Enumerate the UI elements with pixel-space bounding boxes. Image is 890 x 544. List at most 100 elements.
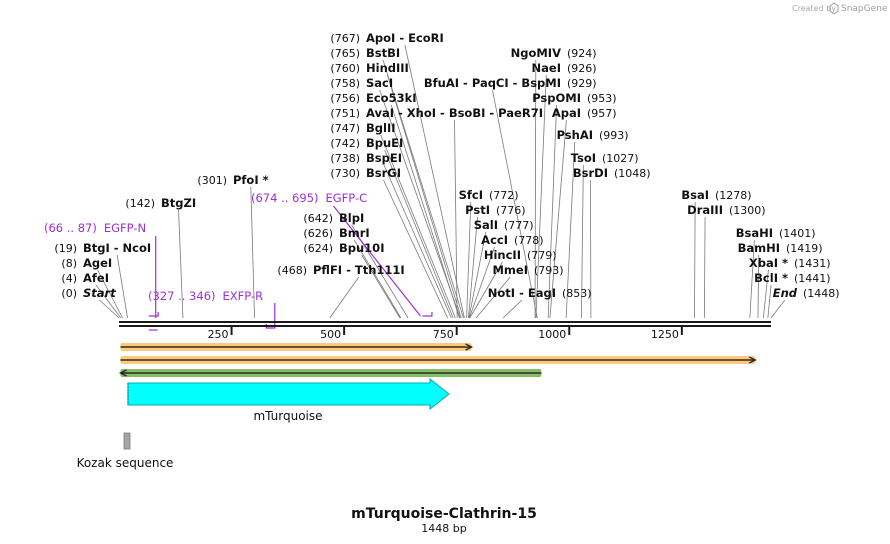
- site-bsai[interactable]: BsaI (1278): [681, 188, 751, 202]
- site-hincii[interactable]: HincII (779): [484, 248, 557, 262]
- site-psti[interactable]: PstI (776): [465, 203, 525, 217]
- site-name: PshAI: [557, 128, 593, 142]
- site-position: (853): [562, 287, 592, 300]
- feature-kozak[interactable]: Kozak sequence: [77, 432, 174, 470]
- site-eco53ki[interactable]: (756) Eco53kI: [330, 91, 416, 105]
- site-bamhi[interactable]: BamHI (1419): [738, 241, 823, 255]
- site-name: BsaI: [681, 188, 709, 202]
- site-bmri[interactable]: (626) BmrI: [303, 226, 369, 240]
- primer-exfp-r[interactable]: (327 .. 346) EXFP-R: [148, 289, 263, 303]
- site-bpuei[interactable]: (742) BpuEI: [330, 136, 403, 150]
- feature-mturquoise[interactable]: mTurquoise: [127, 377, 450, 423]
- site-connector: [329, 276, 360, 319]
- site-name: SalI: [474, 218, 498, 232]
- site-naei[interactable]: NaeI (926): [532, 61, 597, 75]
- site-name: Bpu10I: [339, 241, 384, 255]
- site-agei[interactable]: (8) AgeI: [61, 256, 112, 270]
- site-saci[interactable]: (758) SacI: [330, 76, 393, 90]
- site-bpu10i[interactable]: (624) Bpu10I: [303, 241, 384, 255]
- site-acci[interactable]: AccI (778): [481, 233, 543, 247]
- site-blpi[interactable]: (642) BlpI: [303, 211, 364, 225]
- site-name: AccI: [481, 233, 508, 247]
- site-position: (468): [277, 264, 307, 277]
- site-bsrgi[interactable]: (730) BsrGI: [330, 166, 401, 180]
- site-position: (756): [330, 92, 360, 105]
- site-connector: [382, 59, 464, 319]
- orf-1[interactable]: [120, 343, 474, 351]
- primer-egfp-c[interactable]: (674 .. 695) EGFP-C: [251, 191, 367, 205]
- site-bspei[interactable]: (738) BspEI: [330, 151, 402, 165]
- site-position: (957): [587, 107, 617, 120]
- site-connector: [116, 254, 128, 319]
- site-apoi-ecori[interactable]: (767) ApoI - EcoRI: [330, 31, 443, 45]
- site-tsoi[interactable]: TsoI (1027): [571, 151, 639, 165]
- site-connector: [703, 216, 706, 319]
- site-connector: [565, 141, 576, 319]
- site-position: (624): [303, 242, 333, 255]
- primer-range: (66 .. 87): [44, 221, 97, 235]
- site-apai[interactable]: ApaI (957): [552, 106, 617, 120]
- ruler-ticks: 250 500 750 1000 1250: [208, 327, 683, 341]
- created-by-text: Created by: [792, 4, 836, 13]
- site-afei[interactable]: (4) AfeI: [61, 271, 109, 285]
- map-length: 1448 bp: [421, 522, 466, 535]
- site-connector: [492, 89, 538, 319]
- site-btgi-ncoi[interactable]: (19) BtgI - NcoI: [54, 241, 151, 255]
- primer-connector-lines: [148, 205, 433, 331]
- site-name: BamHI: [738, 241, 780, 255]
- site-mmei[interactable]: MmeI (793): [492, 263, 563, 277]
- site-bsrdi[interactable]: BsrDI (1048): [573, 166, 651, 180]
- site-bsahi[interactable]: BsaHI (1401): [736, 226, 816, 240]
- site-name: BspEI: [366, 151, 402, 165]
- primer-range: (674 .. 695): [251, 191, 319, 205]
- site-name: BsaHI: [736, 226, 773, 240]
- site-position: (1431): [794, 257, 831, 270]
- site-connector: [95, 284, 122, 319]
- site-avai-xhoi-bsobi-paer7i[interactable]: (751) AvaI - XhoI - BsoBI - PaeR7I: [330, 106, 543, 120]
- site-name: MmeI: [492, 263, 528, 277]
- orf-2[interactable]: [120, 356, 757, 364]
- site-draiii[interactable]: DraIII (1300): [687, 203, 765, 217]
- site-name: SfcI: [459, 188, 483, 202]
- site-connector: [762, 269, 769, 319]
- site-pfoi[interactable]: (301) PfoI *: [197, 173, 268, 187]
- site-bcli[interactable]: BclI * (1441): [754, 271, 830, 285]
- site-sfci[interactable]: SfcI (772): [459, 188, 519, 202]
- primer-egfp-n[interactable]: (66 .. 87) EGFP-N: [44, 221, 146, 235]
- orf-arrowhead: [465, 343, 474, 351]
- site-connector: [97, 269, 123, 319]
- site-connector: [468, 246, 495, 319]
- site-position: (758): [330, 77, 360, 90]
- site-name: AfeI: [83, 271, 109, 285]
- site-sali[interactable]: SalI (777): [474, 218, 534, 232]
- dna-backbone[interactable]: [119, 321, 771, 327]
- site-name: AvaI - XhoI - BsoBI - PaeR7I: [366, 106, 543, 120]
- primer-labels: (66 .. 87) EGFP-N (327 .. 346) EXFP-R (674 .…: [44, 191, 367, 303]
- site-position: (8): [61, 257, 77, 270]
- primer-arrow: [265, 303, 276, 329]
- site-connector: [581, 164, 584, 319]
- site-pspomi[interactable]: PspOMI (953): [532, 91, 616, 105]
- site-pflfi-tth111i[interactable]: (468) PflFI - Tth111I: [277, 263, 404, 277]
- site-name: DraIII: [687, 203, 723, 217]
- site-btgzi[interactable]: (142) BtgZI: [125, 196, 196, 210]
- site-connector: [380, 134, 456, 319]
- site-connector: [250, 186, 255, 319]
- site-end[interactable]: End (1448): [773, 286, 840, 300]
- site-name: NotI - EagI: [488, 286, 556, 300]
- site-bglii[interactable]: (747) BglII: [330, 121, 395, 135]
- site-bfuai-paqci-bspmi[interactable]: BfuAI - PaqCI - BspMI (929): [424, 76, 597, 90]
- site-pshai[interactable]: PshAI (993): [557, 128, 629, 142]
- site-hindiii[interactable]: (760) HindIII: [330, 61, 408, 75]
- orf-3[interactable]: [118, 369, 542, 377]
- site-name: XbaI *: [749, 256, 788, 270]
- site-bstbi[interactable]: (765) BstBI: [330, 46, 400, 60]
- site-noti-eagi[interactable]: NotI - EagI (853): [488, 286, 592, 300]
- site-xbai[interactable]: XbaI * (1431): [749, 256, 831, 270]
- site-position: (1300): [729, 204, 766, 217]
- site-name: Eco53kI: [366, 91, 417, 105]
- site-connector: [749, 239, 755, 319]
- site-position: (1448): [803, 287, 840, 300]
- site-ngomiv[interactable]: NgoMIV (924): [511, 46, 597, 60]
- site-start[interactable]: (0) Start: [61, 286, 116, 300]
